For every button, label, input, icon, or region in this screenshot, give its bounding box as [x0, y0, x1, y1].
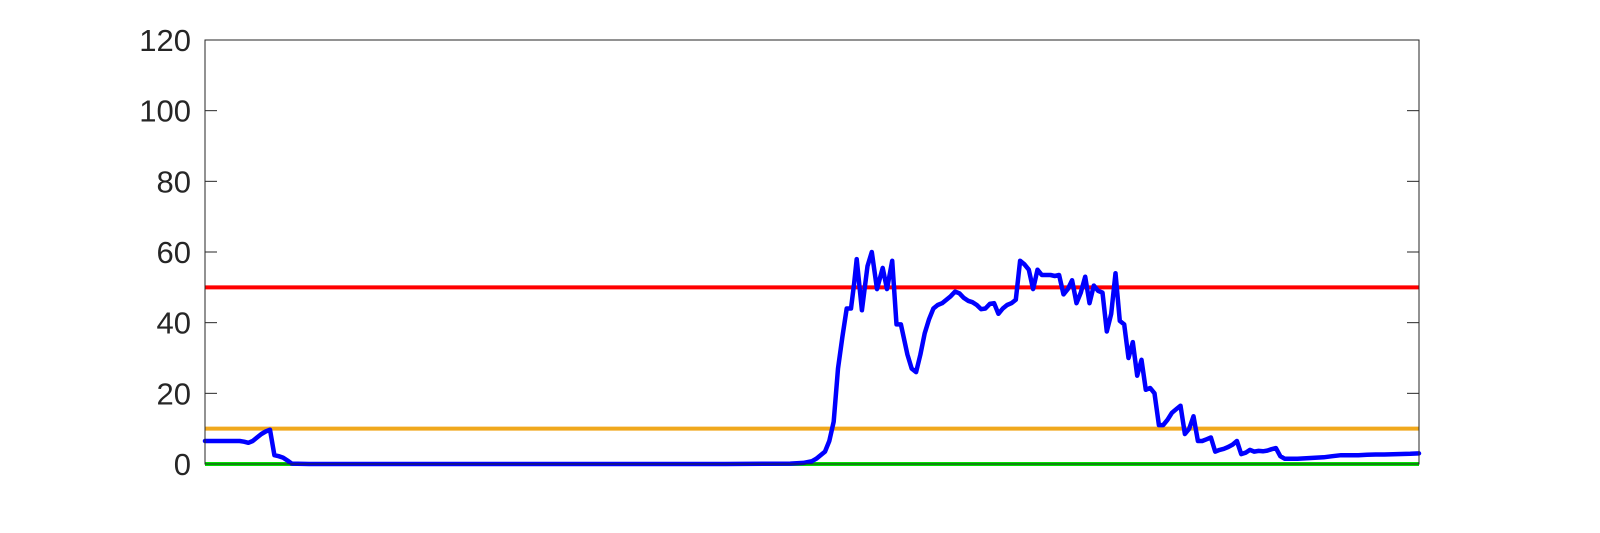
series-layer	[202, 249, 1422, 467]
plot-area	[205, 40, 1419, 464]
y-tick-label: 100	[139, 94, 191, 129]
series-line	[202, 249, 1422, 467]
axis-ticks: 0 20 40 60 80 100 120	[139, 23, 1419, 482]
y-tick-label: 120	[139, 23, 191, 58]
y-tick-label: 0	[174, 447, 191, 482]
y-tick-label: 60	[157, 235, 191, 270]
y-tick-label: 80	[157, 164, 191, 199]
y-tick-label: 20	[157, 376, 191, 411]
y-tick-label: 40	[157, 306, 191, 341]
